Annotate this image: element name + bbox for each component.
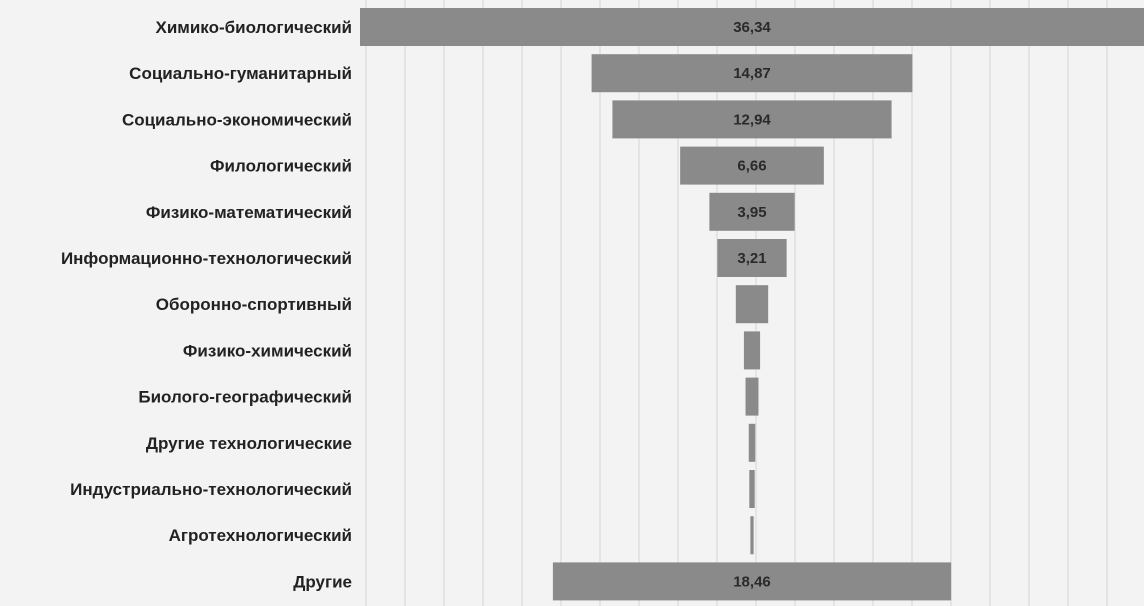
funnel-bar [743,331,761,370]
category-label: Социально-гуманитарный [129,64,352,83]
category-label: Физико-математический [146,203,352,222]
category-label: Физико-химический [183,341,352,360]
funnel-bar [735,285,769,324]
funnel-bar [612,100,892,139]
value-label: 36,34 [733,19,771,36]
value-label: 18,46 [733,573,771,590]
value-label: 14,87 [733,65,771,82]
funnel-bar [749,470,755,508]
funnel-bar [552,562,952,601]
category-label: Другие технологические [146,434,352,453]
funnel-bar [750,516,754,555]
funnel-bar [360,8,1144,46]
category-label: Индустриально-технологический [70,480,352,499]
category-label: Химико-биологический [155,18,352,37]
value-label: 6,66 [737,158,766,175]
value-label: 3,21 [737,250,766,267]
category-label: Агротехнологический [169,526,352,545]
funnel-bar [745,377,759,416]
funnel-bar [709,192,795,231]
funnel-bar [591,54,913,93]
value-label: 3,95 [737,204,766,221]
funnel-bar [748,423,756,462]
value-labels-group: 36,34 14,87 12,94 6,66 3,95 3,21 18,46 [733,19,771,590]
bars-group [360,8,1144,601]
category-label: Другие [293,572,352,591]
category-labels-group: Химико-биологический Социально-гуманитарн… [61,18,352,591]
category-label: Филологический [210,157,352,176]
category-label: Информационно-технологический [61,249,352,268]
category-label: Биолого-географический [138,388,352,407]
value-label: 12,94 [733,111,771,128]
funnel-bar [680,146,824,185]
category-label: Оборонно-спортивный [156,295,352,314]
category-label: Социально-экономический [122,110,352,129]
funnel-bar [717,239,787,277]
